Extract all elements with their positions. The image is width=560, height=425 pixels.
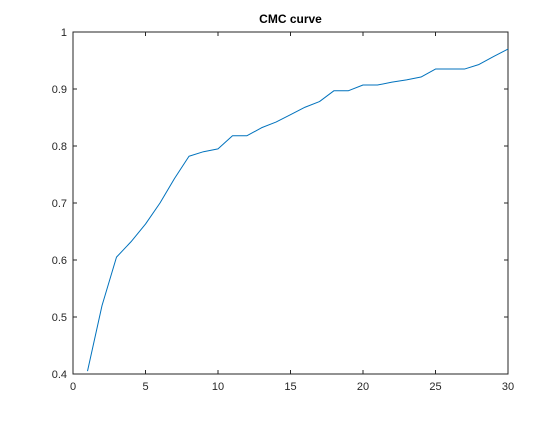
x-tick-label: 20 bbox=[357, 381, 369, 393]
y-tick-label: 0.6 bbox=[52, 255, 67, 267]
axes bbox=[72, 31, 509, 375]
data-point bbox=[159, 202, 162, 205]
data-point bbox=[101, 304, 104, 307]
data-point bbox=[115, 256, 118, 259]
x-tick-label: 10 bbox=[212, 381, 224, 393]
data-point bbox=[86, 370, 89, 373]
data-point bbox=[420, 76, 423, 79]
plot-area bbox=[86, 48, 510, 373]
data-point bbox=[405, 78, 408, 81]
x-tick-label: 15 bbox=[284, 381, 296, 393]
y-tick-label: 0.7 bbox=[52, 198, 67, 210]
data-point bbox=[333, 89, 336, 92]
axes-box bbox=[72, 31, 509, 375]
data-point bbox=[130, 240, 133, 243]
data-point bbox=[391, 81, 394, 84]
data-point bbox=[260, 126, 263, 129]
data-point bbox=[507, 48, 510, 51]
x-tick-label: 25 bbox=[429, 381, 441, 393]
x-tick-label: 0 bbox=[70, 381, 76, 393]
data-point bbox=[449, 68, 452, 71]
y-axis: 0.4 0.5 0.6 0.7 0.8 0.9 1 bbox=[52, 27, 508, 381]
data-point bbox=[434, 68, 437, 71]
x-tick-label: 30 bbox=[502, 381, 514, 393]
data-point bbox=[217, 147, 220, 150]
y-tick-label: 0.4 bbox=[52, 369, 67, 381]
data-point bbox=[362, 84, 365, 87]
series-line bbox=[87, 48, 509, 372]
data-point bbox=[144, 223, 147, 226]
data-point bbox=[202, 150, 205, 153]
data-point bbox=[347, 89, 350, 92]
data-point bbox=[173, 177, 176, 180]
data-point bbox=[376, 84, 379, 87]
data-point bbox=[492, 55, 495, 58]
x-tick-label: 5 bbox=[142, 381, 148, 393]
data-point bbox=[188, 155, 191, 158]
data-point bbox=[463, 68, 466, 71]
y-tick-label: 0.5 bbox=[52, 312, 67, 324]
y-tick-label: 0.8 bbox=[52, 141, 67, 153]
y-tick-label: 0.9 bbox=[52, 84, 67, 96]
chart-title: CMC curve bbox=[259, 12, 322, 26]
data-point bbox=[289, 113, 292, 116]
y-tick-label: 1 bbox=[61, 27, 67, 39]
data-point bbox=[275, 121, 278, 124]
data-point bbox=[304, 106, 307, 109]
data-point bbox=[246, 134, 249, 137]
x-axis: 0 5 10 15 20 25 30 bbox=[70, 32, 514, 393]
data-point bbox=[478, 63, 481, 66]
data-point bbox=[318, 100, 321, 103]
data-point bbox=[231, 134, 234, 137]
